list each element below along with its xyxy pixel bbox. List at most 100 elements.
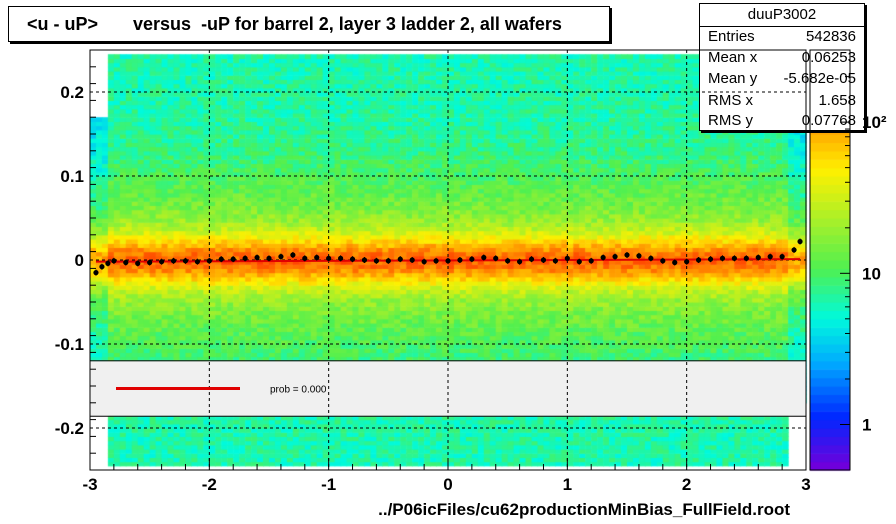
stats-label: RMS y [708, 112, 753, 129]
profile-point [672, 259, 678, 266]
stats-value: 542836 [805, 28, 856, 45]
profile-point [791, 247, 797, 253]
profile-point [481, 254, 487, 261]
stats-row-mean-y: Mean y -5.682e-05 [708, 70, 856, 91]
chart-title: <u - uP> versus -uP for barrel 2, layer … [27, 14, 562, 34]
profile-point [194, 259, 200, 265]
stats-value: -5.682e-05 [783, 70, 856, 87]
colorbar-frame [809, 49, 851, 471]
profile-point [797, 238, 803, 245]
profile-point [564, 255, 570, 261]
profile-point [397, 256, 403, 262]
stats-label: RMS x [708, 92, 753, 109]
profile-point [636, 253, 642, 259]
profile-point [218, 256, 224, 262]
profile-point [278, 254, 284, 260]
profile-point [540, 257, 547, 263]
profile-point [707, 256, 714, 262]
profile-point [123, 259, 129, 266]
profile-point [326, 255, 332, 261]
x-tick-label: 2 [682, 475, 691, 494]
y-tick-label: -0.2 [55, 419, 84, 438]
profile-point [135, 260, 141, 266]
profile-point [612, 254, 618, 260]
title-box: <u - uP> versus -uP for barrel 2, layer … [8, 6, 610, 42]
profile-point [517, 259, 523, 265]
stats-label: Entries [708, 28, 755, 45]
profile-point [302, 255, 308, 261]
profile-point [552, 258, 559, 264]
profile-point [314, 254, 320, 261]
x-tick-label: 1 [563, 475, 572, 494]
profile-point [254, 254, 260, 261]
profile-point [755, 254, 761, 261]
profile-point [421, 259, 427, 265]
profile-point [361, 257, 368, 263]
y-tick-label: -0.1 [55, 335, 84, 354]
stats-row-mean-x: Mean x 0.06253 [708, 49, 856, 70]
profile-point [469, 256, 475, 262]
profile-point [433, 258, 439, 264]
profile-point [206, 258, 212, 264]
profile-point [409, 257, 415, 263]
stats-row-entries: Entries 542836 [708, 28, 856, 49]
profile-point [684, 259, 690, 265]
colorbar-tick-label: 1 [862, 415, 871, 434]
profile-point [170, 258, 177, 264]
colorbar-tick-label: 10² [862, 113, 887, 132]
stats-label: Mean y [708, 70, 758, 87]
profile-point [99, 264, 105, 270]
stats-value: 0.06253 [801, 49, 856, 66]
profile-point [159, 259, 165, 265]
profile-point [493, 255, 499, 261]
profile-point [111, 258, 117, 264]
x-tick-label: 0 [443, 475, 452, 494]
x-tick-label: 3 [801, 475, 810, 494]
y-tick-label: 0 [75, 251, 84, 270]
profile-point [528, 256, 535, 262]
stats-row-rms-x: RMS x 1.658 [708, 92, 856, 113]
profile-point [338, 255, 344, 261]
profile-point [385, 258, 391, 264]
profile-point [105, 260, 111, 266]
profile-point [373, 258, 379, 264]
x-tick-label: -2 [202, 475, 217, 494]
x-axis-label: ../P06icFiles/cu62productionMinBias_Full… [378, 500, 790, 519]
stats-box: duuP3002 Entries 542836 Mean x 0.06253 M… [699, 3, 865, 131]
profile-point [457, 257, 463, 263]
profile-point [743, 255, 749, 261]
x-tick-label: -1 [321, 475, 336, 494]
profile-point [731, 255, 738, 261]
profile-point [719, 255, 726, 261]
profile-point [660, 258, 666, 264]
colorbar-tick-label: 10 [862, 264, 881, 283]
profile-point [588, 258, 594, 264]
profile-point [349, 256, 356, 262]
profile-point [230, 256, 236, 262]
profile-point [290, 252, 296, 258]
stats-value: 1.658 [818, 92, 856, 109]
profile-point [600, 254, 606, 261]
profile-point [266, 255, 272, 261]
profile-point [242, 255, 248, 261]
profile-point [779, 254, 785, 260]
profile-point [445, 258, 451, 264]
fit-legend-label: prob = 0.000 [270, 385, 327, 396]
profile-point [147, 259, 153, 266]
profile-point [505, 258, 511, 264]
profile-point [648, 255, 654, 261]
x-tick-label: -3 [82, 475, 97, 494]
y-tick-label: 0.1 [60, 167, 84, 186]
profile-point [624, 252, 630, 258]
stats-row-rms-y: RMS y 0.07768 [708, 112, 856, 133]
y-tick-label: 0.2 [60, 83, 84, 102]
profile-point [696, 257, 702, 263]
stats-name: duuP3002 [700, 4, 864, 27]
stats-value: 0.07768 [801, 112, 856, 129]
stats-label: Mean x [708, 49, 758, 66]
profile-point [576, 259, 582, 265]
profile-point [182, 258, 189, 264]
profile-point [93, 270, 99, 276]
profile-point [767, 254, 773, 260]
